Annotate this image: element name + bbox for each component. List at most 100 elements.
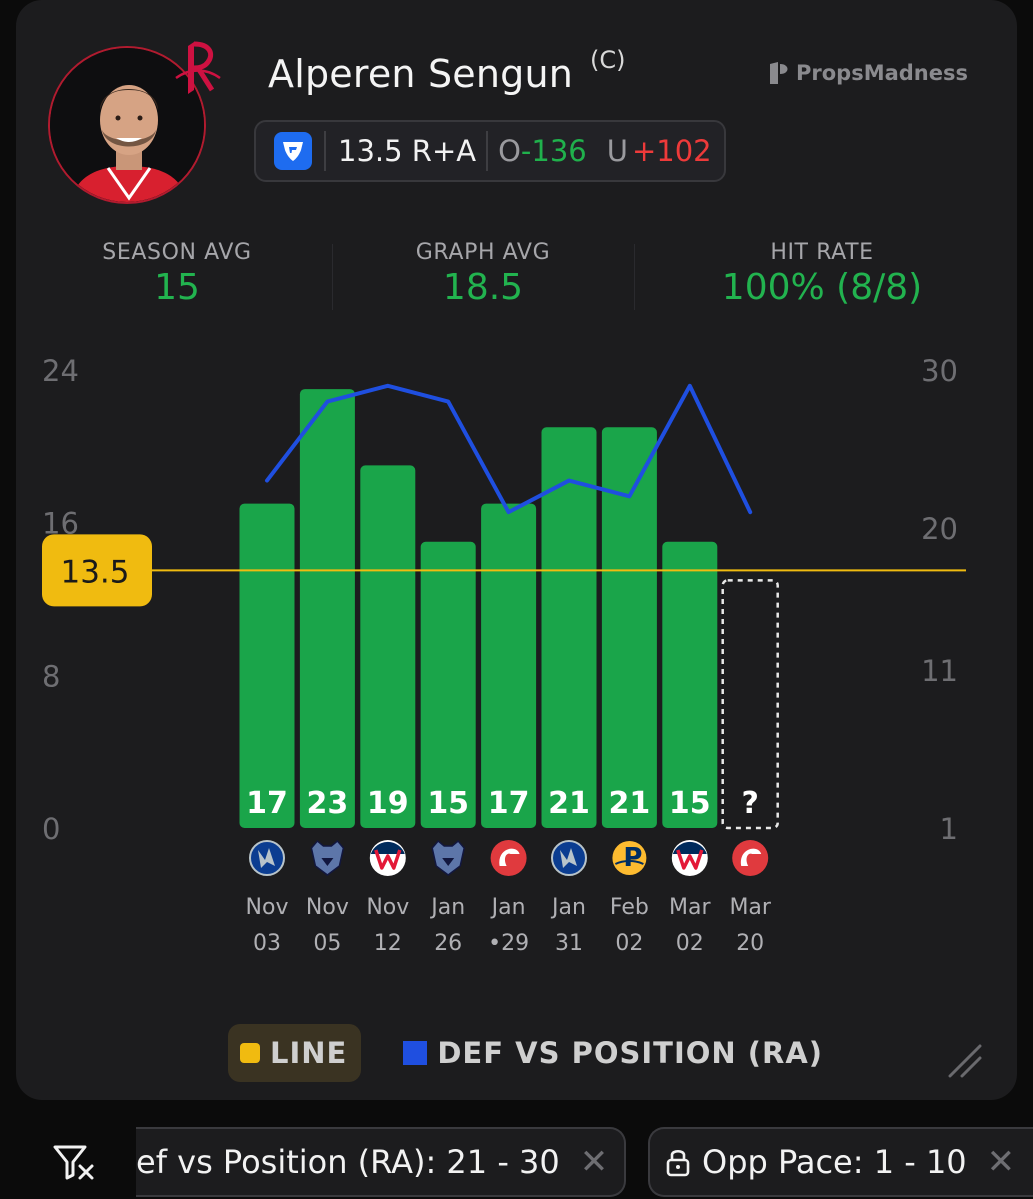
over-odds: -136 — [520, 134, 587, 168]
close-icon[interactable]: ✕ — [986, 1142, 1016, 1182]
grizzlies-logo-icon — [431, 839, 466, 876]
bar-value-label: 19 — [367, 786, 409, 821]
x-tick-month: Feb — [610, 895, 649, 920]
x-tick-day: 05 — [313, 931, 341, 956]
x-tick-month: Jan — [490, 895, 526, 920]
x-tick-day: •29 — [488, 931, 529, 956]
hit-rate-value: 100% (8/8) — [721, 267, 923, 308]
x-tick-day: 26 — [434, 931, 462, 956]
fanduel-icon — [274, 132, 312, 170]
bar-value-label: ? — [741, 786, 758, 821]
x-tick-day: 02 — [615, 931, 643, 956]
legend-def-swatch — [403, 1041, 428, 1065]
bar-value-label: 15 — [669, 786, 711, 821]
x-tick-day: 12 — [374, 931, 402, 956]
x-tick-month: Jan — [550, 895, 586, 920]
grizzlies-logo-icon — [310, 839, 345, 876]
hit-rate-label: HIT RATE — [770, 240, 874, 265]
chart-legend: LINE DEF VS POSITION (RA) — [228, 1024, 823, 1082]
y-right-tick-label: 20 — [921, 512, 958, 546]
graph-avg-label: GRAPH AVG — [415, 240, 551, 265]
prop-line: 13.5 R+A — [338, 134, 477, 168]
season-avg-stat: SEASON AVG 15 — [70, 240, 284, 308]
season-avg-value: 15 — [154, 267, 200, 308]
bar-value-label: 15 — [427, 786, 469, 821]
y-left-tick-label: 0 — [42, 812, 60, 846]
x-tick-day: 31 — [555, 931, 583, 956]
x-tick-month: Mar — [669, 895, 711, 920]
resize-icon[interactable] — [946, 1042, 982, 1078]
svg-text:P: P — [623, 843, 642, 873]
bar-value-label: 17 — [246, 786, 288, 821]
bar — [239, 503, 295, 828]
bar-value-label: 21 — [548, 786, 590, 821]
bar — [601, 427, 657, 828]
bar-value-label: 17 — [488, 786, 530, 821]
lock-icon — [666, 1149, 690, 1177]
stat-divider — [332, 244, 333, 310]
bar — [662, 541, 718, 828]
x-tick-day: 03 — [253, 931, 281, 956]
under-odds: +102 — [631, 134, 712, 168]
filter-chip-label: Opp Pace: 1 - 10 — [702, 1143, 967, 1181]
legend-line-label: LINE — [270, 1036, 348, 1070]
bar — [541, 427, 597, 828]
bar — [420, 541, 476, 828]
mavericks-logo-icon — [249, 840, 285, 876]
player-avatar — [48, 46, 206, 204]
y-left-tick-label: 24 — [42, 354, 79, 388]
filter-chip-label: ef vs Position (RA): 21 - 30 — [136, 1143, 560, 1181]
position-tag: (C) — [590, 46, 626, 74]
x-tick-month: Nov — [306, 895, 349, 920]
y-right-tick-label: 1 — [940, 812, 958, 846]
player-name: Alperen Sengun — [268, 52, 574, 96]
legend-def-toggle[interactable]: DEF VS POSITION (RA) — [403, 1036, 823, 1070]
wizards-logo-icon — [671, 840, 708, 876]
bar-upcoming — [721, 579, 779, 830]
propsmadness-logo-icon — [770, 62, 788, 84]
x-tick-month: Jan — [429, 895, 465, 920]
x-tick-month: Nov — [246, 895, 289, 920]
stat-divider — [634, 244, 635, 310]
x-tick-month: Nov — [366, 895, 409, 920]
x-tick-day: 02 — [676, 931, 704, 956]
legend-def-label: DEF VS POSITION (RA) — [437, 1036, 824, 1070]
rockets-logo-icon — [175, 41, 221, 94]
over-label: O — [498, 134, 521, 168]
bar — [360, 465, 416, 828]
stats-row: SEASON AVG 15 GRAPH AVG 18.5 HIT RATE 10… — [30, 240, 1000, 320]
prop-line-badge — [42, 534, 152, 607]
brand-name: PropsMadness — [796, 61, 968, 85]
filter-settings-icon[interactable] — [52, 1142, 96, 1182]
close-icon[interactable]: ✕ — [579, 1142, 609, 1182]
season-avg-label: SEASON AVG — [102, 240, 252, 265]
filter-chip-def-vs-position[interactable]: ef vs Position (RA): 21 - 30 ✕ — [136, 1127, 626, 1197]
hawks-logo-icon — [732, 840, 769, 876]
y-left-tick-label: 8 — [42, 659, 60, 693]
legend-line-swatch — [240, 1043, 260, 1063]
hit-rate-stat: HIT RATE 100% (8/8) — [690, 240, 954, 308]
hawks-logo-icon — [490, 840, 527, 876]
prop-line-label: 13.5 — [60, 554, 129, 590]
graph-avg-value: 18.5 — [442, 267, 524, 308]
legend-line-toggle[interactable]: LINE — [228, 1024, 362, 1082]
brand-logo: PropsMadness — [768, 60, 968, 86]
prop-line-pill[interactable]: 13.5 R+A O -136 U +102 — [254, 120, 726, 182]
y-right-tick-label: 11 — [921, 654, 958, 688]
pill-divider — [324, 131, 326, 171]
x-tick-day: 20 — [736, 931, 764, 956]
graph-avg-stat: GRAPH AVG 18.5 — [376, 240, 590, 308]
pill-divider — [486, 131, 489, 171]
pacers-logo-icon: P — [612, 841, 647, 875]
x-tick-month: Mar — [729, 895, 771, 920]
wizards-logo-icon — [369, 840, 406, 876]
mavericks-logo-icon — [551, 840, 587, 876]
bar-value-label: 23 — [307, 786, 349, 821]
bar — [299, 389, 355, 828]
bar-value-label: 21 — [609, 786, 651, 821]
under-label: U — [606, 134, 628, 168]
filter-chip-opp-pace[interactable]: Opp Pace: 1 - 10 ✕ — [648, 1127, 1033, 1197]
y-right-tick-label: 30 — [921, 354, 958, 388]
bar — [481, 503, 537, 828]
